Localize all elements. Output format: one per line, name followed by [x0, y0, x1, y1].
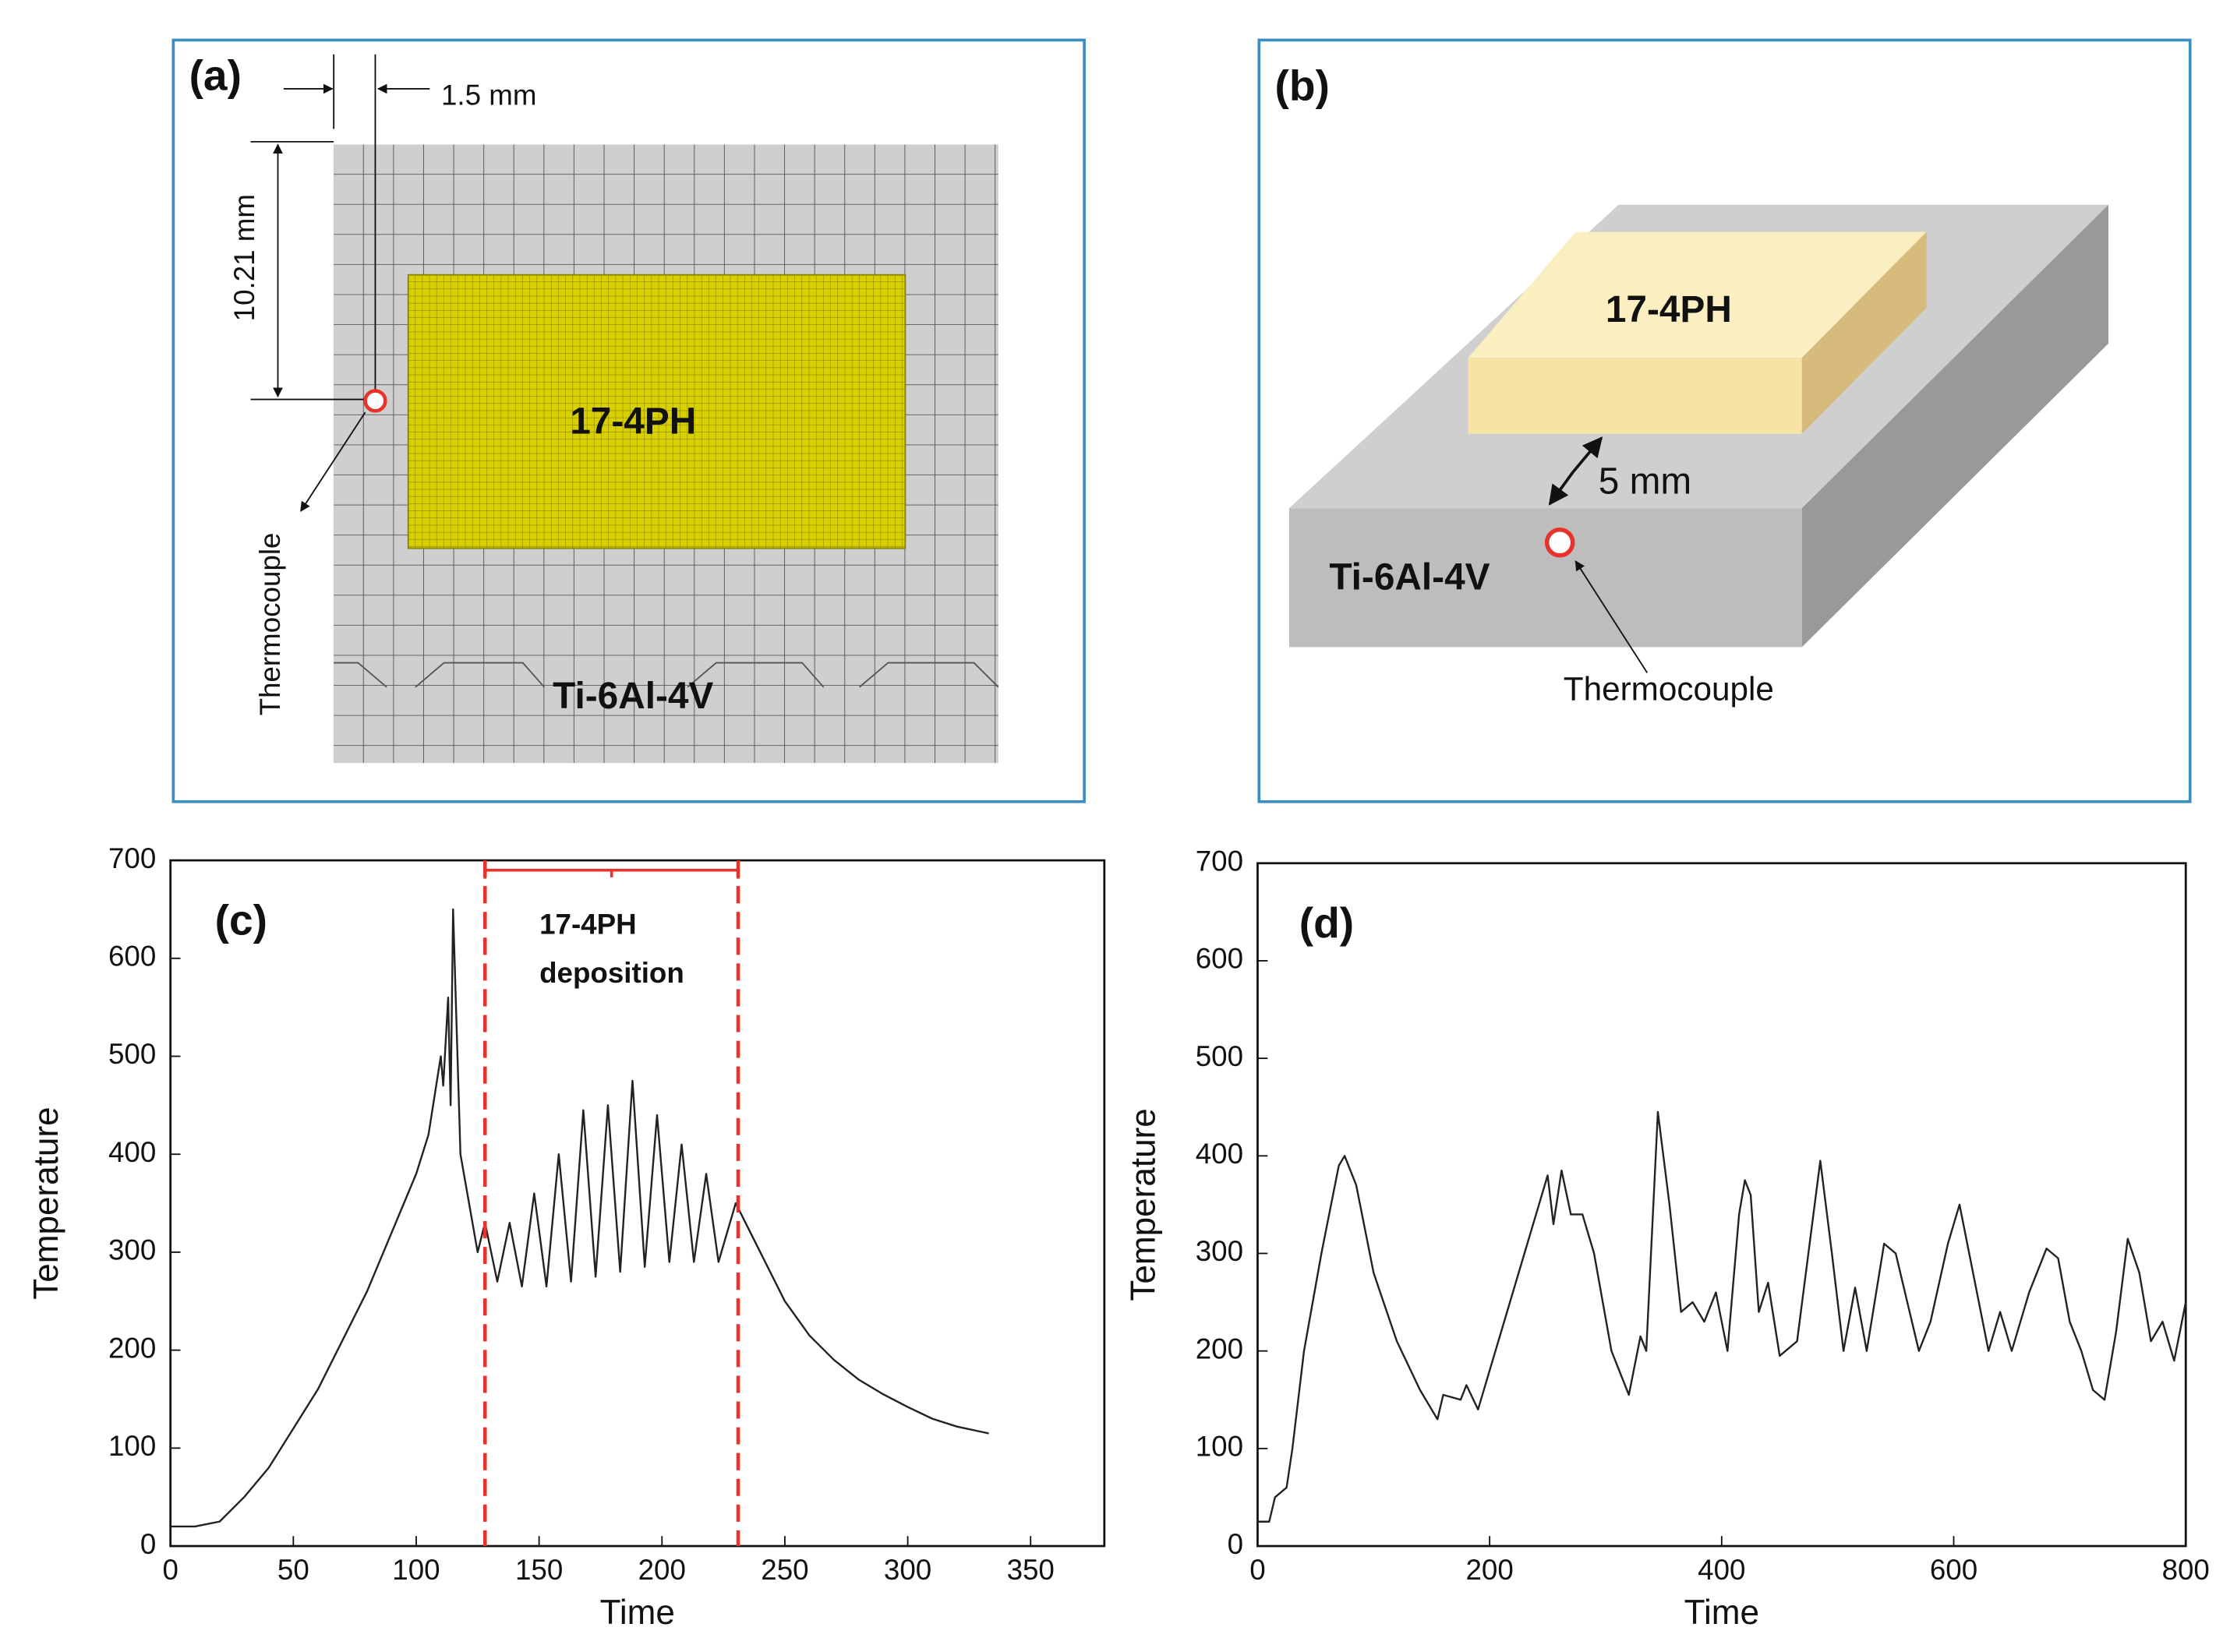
line-series [170, 908, 989, 1528]
sensor-label: Thermocouple [254, 533, 286, 716]
thermocouple [363, 389, 387, 413]
plot-frame [1256, 862, 2187, 1548]
x-tick-label: 150 [515, 1554, 563, 1586]
y-tick-label: 400 [1196, 1138, 1243, 1170]
deposit-top [1468, 231, 1927, 358]
bracket [483, 861, 740, 879]
line-series [1257, 1110, 2187, 1523]
deposit-mesh [407, 274, 907, 549]
distance-arrow [1548, 471, 1574, 506]
annotation: deposition [539, 957, 684, 989]
x-tick-label: 0 [1249, 1554, 1265, 1586]
material: Ti-6Al-4V [553, 676, 713, 717]
x-tick-label: 200 [1465, 1554, 1513, 1586]
material: Ti-6Al-4V [1329, 557, 1490, 598]
y-tick-label: 500 [108, 1038, 156, 1070]
sensor-label: Thermocouple [1564, 670, 1774, 707]
y-tick-label: 300 [108, 1234, 156, 1266]
plot-frame [169, 859, 1106, 1548]
x-axis-label: Time [600, 1594, 675, 1632]
y-axis-label: Temperature [1125, 1108, 1163, 1301]
panel-label: (c) [215, 895, 267, 944]
x-tick-label: 400 [1698, 1554, 1745, 1586]
material: 17-4PH [1606, 289, 1732, 330]
y-tick-label: 700 [108, 842, 156, 874]
y-tick-label: 200 [1196, 1333, 1243, 1364]
x-tick-label: 50 [277, 1554, 309, 1586]
substrate-side [1801, 204, 2108, 648]
panel-label: (a) [189, 51, 242, 100]
distance-arrow [1571, 436, 1603, 474]
mesh-transition [334, 662, 999, 688]
dimension: 10.21 mm [228, 194, 260, 321]
y-tick-label: 100 [1196, 1431, 1243, 1463]
x-tick-label: 250 [761, 1554, 808, 1586]
x-tick-label: 200 [638, 1554, 686, 1586]
deposit-side [1801, 231, 1927, 434]
y-tick-label: 300 [1196, 1235, 1243, 1267]
sensor-arrow [1574, 560, 1649, 673]
deposit-front [1468, 358, 1802, 434]
y-tick-label: 200 [108, 1332, 156, 1364]
y-tick-label: 500 [1196, 1040, 1243, 1072]
panel-label: (d) [1299, 898, 1354, 947]
y-tick-label: 400 [108, 1136, 156, 1168]
x-axis-label: Time [1684, 1594, 1759, 1632]
dimension: 5 mm [1599, 461, 1691, 503]
x-tick-label: 100 [392, 1554, 440, 1586]
y-tick-label: 0 [1228, 1528, 1243, 1560]
x-tick-label: 300 [884, 1554, 931, 1586]
x-tick-label: 0 [162, 1554, 178, 1586]
y-tick-label: 600 [1196, 943, 1243, 975]
y-tick-label: 0 [140, 1528, 156, 1560]
material: 17-4PH [570, 401, 696, 442]
x-tick-label: 350 [1007, 1554, 1055, 1586]
y-tick-label: 100 [108, 1430, 156, 1462]
y-tick-label: 700 [1196, 845, 1243, 877]
substrate-front [1288, 508, 1802, 648]
annotation: 17-4PH [539, 908, 637, 940]
y-axis-label: Temperature [27, 1107, 65, 1299]
panel-label: (b) [1274, 61, 1329, 109]
sensor-arrow [300, 411, 366, 512]
dimension: 1.5 mm [441, 79, 537, 111]
y-tick-label: 600 [108, 941, 156, 972]
thermocouple [1544, 527, 1575, 558]
x-tick-label: 600 [1930, 1554, 1977, 1586]
x-tick-label: 800 [2162, 1554, 2210, 1586]
